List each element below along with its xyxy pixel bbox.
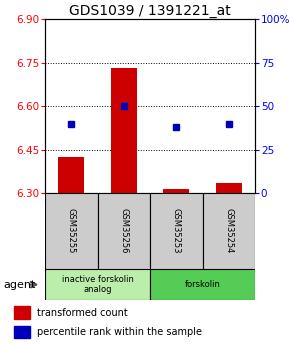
Bar bbox=[14, 326, 30, 338]
Text: GSM35254: GSM35254 bbox=[224, 208, 233, 254]
Bar bbox=[163, 189, 189, 193]
Text: transformed count: transformed count bbox=[37, 308, 128, 318]
Bar bbox=[216, 183, 242, 193]
Text: GSM35255: GSM35255 bbox=[67, 208, 76, 254]
Bar bbox=[45, 269, 150, 300]
Bar bbox=[150, 193, 203, 269]
Text: GSM35253: GSM35253 bbox=[172, 208, 181, 254]
Bar bbox=[203, 193, 255, 269]
Bar bbox=[150, 269, 255, 300]
Bar bbox=[58, 157, 84, 193]
Bar bbox=[111, 68, 137, 193]
Text: inactive forskolin
analog: inactive forskolin analog bbox=[61, 275, 133, 294]
Text: agent: agent bbox=[3, 280, 35, 289]
Title: GDS1039 / 1391221_at: GDS1039 / 1391221_at bbox=[69, 4, 231, 18]
Bar bbox=[97, 193, 150, 269]
Text: GSM35256: GSM35256 bbox=[119, 208, 128, 254]
Bar bbox=[45, 193, 97, 269]
Bar bbox=[14, 306, 30, 319]
Text: forskolin: forskolin bbox=[185, 280, 221, 289]
Text: percentile rank within the sample: percentile rank within the sample bbox=[37, 327, 202, 337]
